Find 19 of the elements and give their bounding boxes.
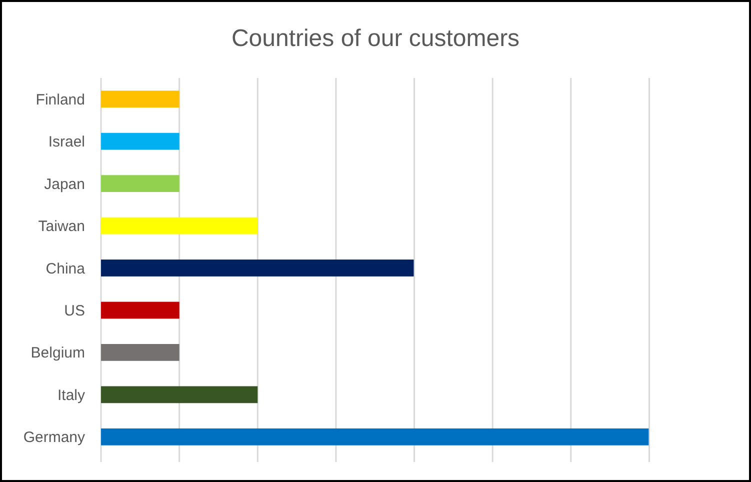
bar [101, 302, 180, 319]
y-tick-label: Belgium [30, 344, 85, 362]
y-tick-label: Taiwan [38, 218, 85, 236]
y-tick-label: US [64, 302, 85, 320]
y-tick-label: Israel [48, 134, 85, 151]
bar [101, 260, 414, 276]
y-tick-label: Italy [57, 386, 86, 404]
bar [101, 428, 649, 446]
y-tick-label: Finland [36, 91, 85, 108]
bar [101, 175, 180, 192]
bar [101, 132, 180, 150]
y-tick-label: China [46, 260, 86, 278]
chart-title: Countries of our customers [231, 25, 520, 52]
y-tick-label: Germany [23, 429, 86, 446]
bar [101, 90, 180, 108]
bar [101, 386, 258, 404]
y-tick-label: Japan [44, 176, 85, 193]
bar [101, 217, 258, 234]
bar [101, 344, 180, 361]
